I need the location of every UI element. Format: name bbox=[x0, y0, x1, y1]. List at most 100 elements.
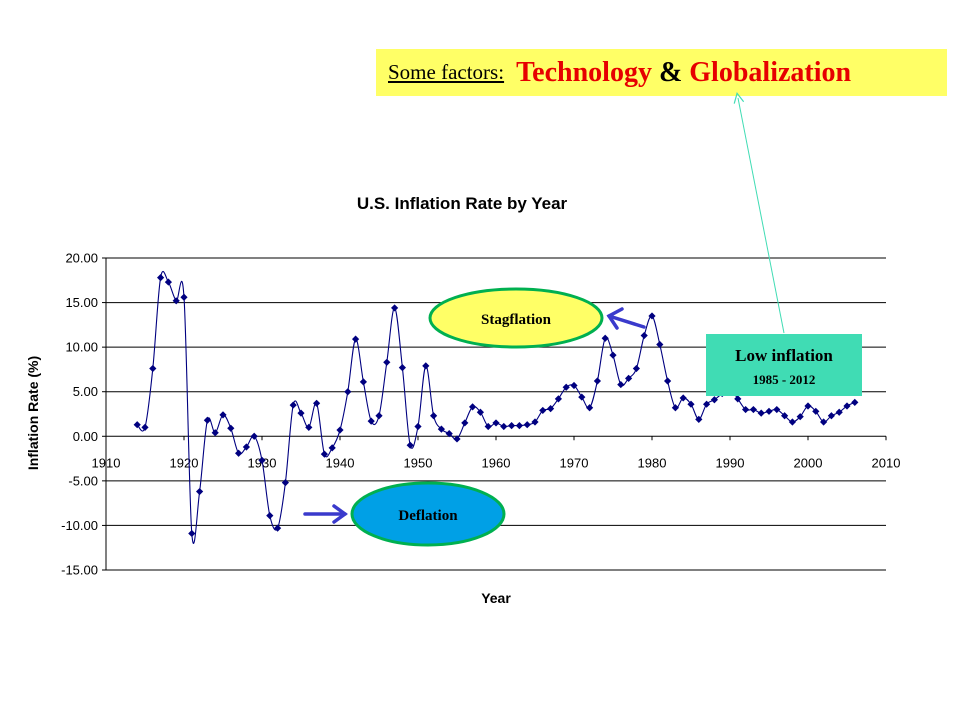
data-point bbox=[625, 374, 633, 382]
data-point bbox=[601, 334, 609, 342]
data-point bbox=[476, 408, 484, 416]
x-tick-label: 2000 bbox=[794, 455, 823, 470]
stagflation-callout: Stagflation bbox=[428, 287, 604, 349]
y-tick-label: 5.00 bbox=[73, 384, 98, 399]
data-point bbox=[632, 364, 640, 373]
data-point bbox=[289, 401, 297, 409]
data-point bbox=[586, 404, 594, 412]
x-tick-label: 1970 bbox=[560, 455, 589, 470]
data-point bbox=[742, 405, 750, 414]
data-point bbox=[250, 432, 258, 440]
data-point bbox=[328, 444, 336, 452]
factors-banner: Some factors: Technology & Globalization bbox=[376, 49, 947, 96]
data-point bbox=[562, 383, 570, 391]
data-point bbox=[687, 400, 695, 408]
data-point bbox=[242, 443, 250, 451]
inflation-series-points bbox=[133, 274, 859, 538]
x-tick-label: 1960 bbox=[482, 455, 511, 470]
data-point bbox=[781, 412, 789, 420]
data-point bbox=[539, 406, 547, 415]
data-point bbox=[710, 396, 718, 404]
data-point bbox=[671, 404, 679, 412]
data-point bbox=[359, 378, 367, 386]
data-point bbox=[508, 421, 516, 430]
data-point bbox=[398, 364, 406, 372]
data-point bbox=[367, 417, 375, 425]
data-point bbox=[757, 409, 765, 417]
stagflation-ellipse bbox=[428, 287, 604, 349]
deflation-label: Deflation bbox=[398, 508, 458, 524]
data-point bbox=[352, 335, 360, 343]
pointer-arrow-icon bbox=[738, 98, 785, 334]
data-point bbox=[835, 408, 843, 416]
data-point bbox=[492, 419, 500, 427]
y-tick-label: 15.00 bbox=[65, 295, 98, 310]
data-point bbox=[703, 400, 711, 408]
y-tick-label: -5.00 bbox=[68, 473, 98, 488]
data-point bbox=[453, 435, 461, 443]
x-tick-labels: 1910192019301940195019601970198019902000… bbox=[92, 455, 901, 470]
data-point bbox=[383, 358, 391, 366]
data-point bbox=[336, 426, 344, 434]
data-point bbox=[554, 395, 562, 403]
y-tick-label: 0.00 bbox=[73, 429, 98, 444]
data-point bbox=[320, 450, 328, 458]
data-point bbox=[281, 479, 289, 487]
data-point bbox=[656, 340, 664, 349]
x-tick-label: 2010 bbox=[872, 455, 901, 470]
data-point bbox=[734, 395, 742, 403]
data-point bbox=[515, 421, 523, 430]
y-axis-title: Inflation Rate (%) bbox=[25, 356, 41, 470]
data-point bbox=[297, 409, 305, 417]
data-point bbox=[469, 403, 477, 411]
data-point bbox=[157, 274, 165, 282]
data-point bbox=[219, 411, 227, 419]
data-point bbox=[484, 422, 492, 431]
data-point bbox=[437, 425, 445, 433]
data-point bbox=[375, 412, 383, 420]
data-point bbox=[133, 421, 141, 429]
data-point bbox=[749, 405, 757, 414]
data-point bbox=[258, 456, 266, 464]
deflation-ellipse bbox=[350, 481, 506, 547]
data-point bbox=[305, 423, 313, 431]
data-point bbox=[593, 377, 601, 385]
factor-globalization: Globalization bbox=[689, 56, 852, 88]
factor-ampersand: & bbox=[658, 56, 683, 88]
stagflation-label: Stagflation bbox=[481, 312, 552, 328]
data-point bbox=[843, 402, 851, 410]
data-point bbox=[827, 412, 835, 420]
chart-title: U.S. Inflation Rate by Year bbox=[357, 194, 568, 213]
data-point bbox=[227, 424, 235, 432]
data-point bbox=[422, 362, 430, 370]
data-point bbox=[788, 418, 796, 426]
data-point bbox=[773, 405, 781, 414]
data-point bbox=[203, 416, 211, 424]
data-point bbox=[851, 398, 859, 407]
x-tick-label: 1940 bbox=[326, 455, 355, 470]
factors-label: Some factors: bbox=[388, 60, 505, 84]
data-point bbox=[274, 524, 282, 532]
y-tick-labels: 20.00 15.00 10.00 5.00 0.00 -5.00 -10.00 -15.00 bbox=[61, 251, 98, 578]
data-point bbox=[617, 380, 625, 389]
low-inflation-callout: Low inflation 1985 - 2012 bbox=[706, 334, 862, 396]
data-point bbox=[765, 407, 773, 415]
deflation-callout: Deflation bbox=[350, 481, 506, 547]
stagflation-arrow-icon bbox=[606, 307, 646, 330]
data-point bbox=[235, 449, 243, 457]
data-point bbox=[664, 377, 672, 385]
data-point bbox=[547, 405, 555, 413]
low-inflation-box bbox=[706, 334, 862, 396]
data-point bbox=[196, 487, 204, 496]
y-tick-label: -10.00 bbox=[61, 518, 98, 533]
data-point bbox=[523, 421, 531, 429]
data-point bbox=[149, 364, 157, 373]
data-point bbox=[180, 293, 188, 301]
low-inflation-title: Low inflation bbox=[735, 346, 833, 365]
data-point bbox=[500, 422, 508, 431]
data-point bbox=[188, 529, 196, 538]
data-point bbox=[344, 388, 352, 396]
data-point bbox=[164, 278, 172, 286]
x-axis-title: Year bbox=[481, 590, 511, 606]
